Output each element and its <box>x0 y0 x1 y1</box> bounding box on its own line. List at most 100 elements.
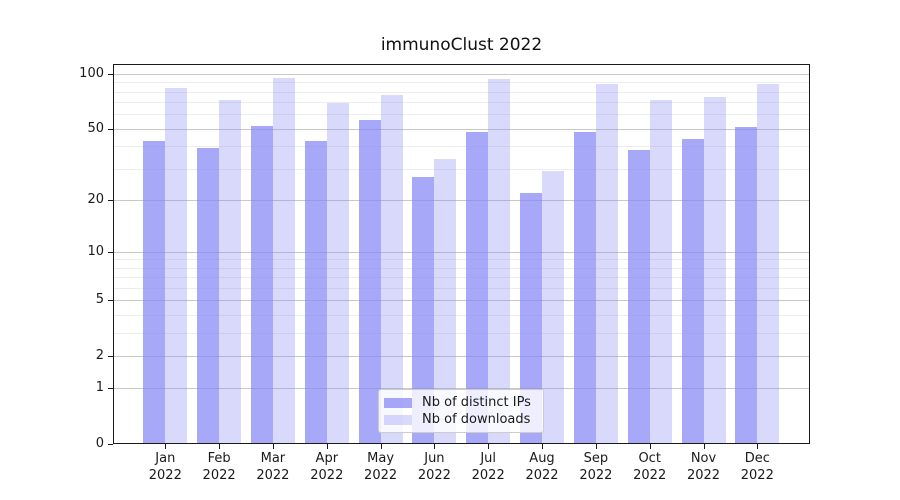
x-tick-label-nov: Nov 2022 <box>674 450 734 484</box>
x-tick-month: Oct <box>638 451 661 466</box>
gridline-major-50 <box>113 128 810 130</box>
x-tick-month: Jul <box>480 451 497 466</box>
y-tick-50 <box>108 128 113 130</box>
x-tick-year: 2022 <box>740 468 774 483</box>
x-tick-month: Jan <box>155 451 176 466</box>
x-tick-mar <box>272 444 274 449</box>
x-tick-year: 2022 <box>686 468 721 483</box>
x-tick-aug <box>542 444 543 449</box>
x-tick-jan <box>165 444 167 449</box>
bar-downloads-mar <box>272 78 295 444</box>
bar-ips-feb <box>197 148 220 444</box>
x-tick-label-jun: Jun 2022 <box>404 450 464 484</box>
y-tick-1 <box>108 388 113 390</box>
legend-item-downloads: Nb of downloads <box>384 411 538 428</box>
x-tick-label-jan: Jan 2022 <box>135 450 195 484</box>
x-tick-year: 2022 <box>364 468 398 483</box>
y-tick-label-5: 5 <box>95 292 104 308</box>
gridline-minor-60 <box>113 114 810 116</box>
x-tick-month: Aug <box>529 451 555 466</box>
bar-ips-mar <box>250 125 273 444</box>
bar-downloads-feb <box>219 100 242 444</box>
x-tick-year: 2022 <box>256 468 290 483</box>
gridline-minor-30 <box>113 168 810 170</box>
bar-downloads-sep <box>595 84 618 444</box>
x-tick-month: May <box>367 451 395 466</box>
chart-title: immunoClust 2022 <box>380 35 543 55</box>
x-tick-label-jul: Jul 2022 <box>458 450 518 484</box>
x-tick-label-apr: Apr 2022 <box>297 450 357 484</box>
x-tick-month: Jun <box>424 451 445 466</box>
gridline-minor-40 <box>113 146 810 148</box>
legend-swatch-distinct-ips <box>384 397 412 408</box>
x-tick-label-feb: Feb 2022 <box>189 450 249 484</box>
x-tick-label-oct: Oct 2022 <box>620 450 680 484</box>
y-tick-label-0: 0 <box>95 436 104 451</box>
gridline-major-100 <box>113 74 810 75</box>
bar-downloads-apr <box>326 103 349 444</box>
y-tick-label-10: 10 <box>87 243 104 259</box>
gridline-minor-7 <box>113 277 810 279</box>
gridline-major-20 <box>113 199 810 201</box>
y-tick-label-1: 1 <box>95 380 104 396</box>
bar-downloads-oct <box>649 100 672 444</box>
bar-ips-jul <box>466 132 489 444</box>
legend: Nb of distinct IPs Nb of downloads <box>378 389 544 433</box>
x-tick-label-may: May 2022 <box>351 450 411 484</box>
bar-ips-sep <box>573 132 596 444</box>
x-tick-nov <box>703 444 705 449</box>
x-tick-label-dec: Dec 2022 <box>727 450 787 484</box>
bar-ips-may <box>358 119 381 444</box>
gridline-minor-90 <box>113 82 810 84</box>
x-tick-dec <box>757 444 759 449</box>
bar-ips-oct <box>627 150 650 444</box>
bar-downloads-may <box>380 94 403 444</box>
gridline-minor-4 <box>113 315 810 316</box>
y-tick-label-100: 100 <box>79 66 104 81</box>
y-tick-100 <box>108 74 113 75</box>
y-tick-20 <box>108 199 113 201</box>
x-tick-jun <box>434 444 436 449</box>
gridline-major-10 <box>113 251 810 253</box>
plot-area <box>113 64 810 444</box>
bar-downloads-jun <box>434 159 457 444</box>
y-tick-2 <box>108 355 113 357</box>
bar-downloads-dec <box>757 84 780 444</box>
x-tick-feb <box>219 444 221 449</box>
bar-downloads-nov <box>703 96 726 444</box>
x-tick-month: Mar <box>260 451 286 466</box>
x-tick-month: Feb <box>207 451 231 466</box>
x-tick-month: Sep <box>583 451 609 466</box>
legend-label-distinct-ips: Nb of distinct IPs <box>422 395 531 410</box>
bar-ips-jun <box>412 176 435 444</box>
x-tick-year: 2022 <box>148 468 182 483</box>
x-tick-year: 2022 <box>417 468 451 483</box>
bar-downloads-aug <box>542 171 564 444</box>
x-tick-year: 2022 <box>202 468 236 483</box>
gridline-minor-70 <box>113 102 810 104</box>
x-tick-year: 2022 <box>310 468 344 483</box>
bar-downloads-jan <box>165 87 188 444</box>
y-tick-label-20: 20 <box>87 191 104 207</box>
x-tick-label-aug: Aug 2022 <box>512 450 572 484</box>
bar-ips-aug <box>520 192 542 444</box>
gridline-major-2 <box>113 355 810 357</box>
x-tick-label-sep: Sep 2022 <box>566 450 626 484</box>
y-tick-0 <box>108 444 113 445</box>
gridline-minor-8 <box>113 267 810 269</box>
bar-ips-dec <box>735 127 758 444</box>
x-tick-year: 2022 <box>579 468 613 483</box>
x-tick-month: Apr <box>315 451 339 466</box>
y-tick-label-50: 50 <box>87 120 104 136</box>
y-tick-10 <box>108 251 113 253</box>
gridline-minor-6 <box>113 288 810 289</box>
x-tick-oct <box>649 444 651 449</box>
x-tick-year: 2022 <box>525 468 559 483</box>
x-tick-year: 2022 <box>471 468 505 483</box>
y-tick-label-2: 2 <box>95 347 104 363</box>
gridline-minor-9 <box>113 259 810 261</box>
y-tick-5 <box>108 300 113 302</box>
x-tick-apr <box>326 444 328 449</box>
gridline-major-5 <box>113 300 810 302</box>
